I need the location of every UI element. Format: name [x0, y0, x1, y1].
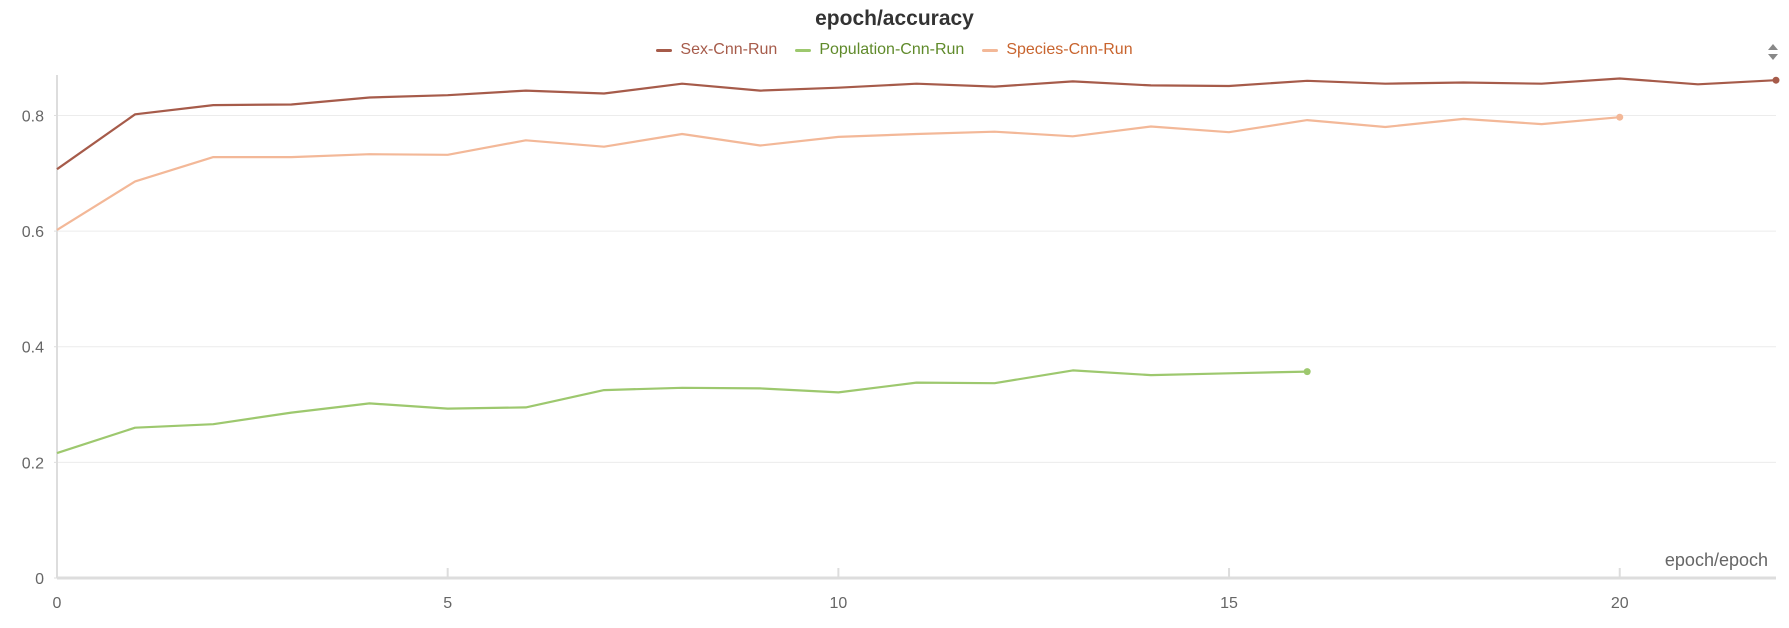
series-line-population-cnn-run[interactable]	[56, 369, 1308, 455]
legend-swatch	[795, 48, 812, 52]
y-tick-label: 0	[35, 571, 44, 588]
legend-item-species-cnn-run[interactable]: Species-Cnn-Run	[982, 41, 1133, 59]
y-tick-label: 0.4	[22, 340, 44, 357]
series-end-point[interactable]	[1616, 113, 1624, 121]
legend-item-sex-cnn-run[interactable]: Sex-Cnn-Run	[656, 41, 777, 59]
chart-title: epoch/accuracy	[815, 7, 974, 30]
y-tick-label: 0.8	[22, 108, 44, 125]
legend-label: Population-Cnn-Run	[819, 41, 965, 58]
y-tick-label: 0.6	[22, 224, 44, 241]
scroll-up-icon[interactable]	[1768, 44, 1778, 50]
legend-swatch	[656, 48, 673, 52]
chart-legend: Sex-Cnn-Run Population-Cnn-Run Species-Cnn…	[0, 41, 1789, 59]
legend-swatch	[982, 48, 999, 52]
y-tick-label: 0.2	[22, 455, 44, 472]
legend-scroll-control[interactable]	[1767, 42, 1779, 62]
scroll-down-icon[interactable]	[1768, 54, 1778, 60]
x-tick-label: 20	[1611, 595, 1629, 612]
x-tick-label: 10	[829, 595, 847, 612]
series-line-sex-cnn-run[interactable]	[56, 77, 1777, 171]
x-tick-label: 5	[443, 595, 452, 612]
series-end-point[interactable]	[1772, 76, 1780, 84]
legend-label: Species-Cnn-Run	[1006, 41, 1133, 58]
x-tick-label: 0	[53, 595, 62, 612]
x-tick-label: 15	[1220, 595, 1238, 612]
series-end-point[interactable]	[1303, 368, 1311, 376]
x-axis-title: epoch/epoch	[1665, 550, 1768, 570]
series-line-species-cnn-run[interactable]	[56, 116, 1620, 231]
legend-item-population-cnn-run[interactable]: Population-Cnn-Run	[795, 41, 964, 59]
legend-label: Sex-Cnn-Run	[680, 41, 778, 58]
